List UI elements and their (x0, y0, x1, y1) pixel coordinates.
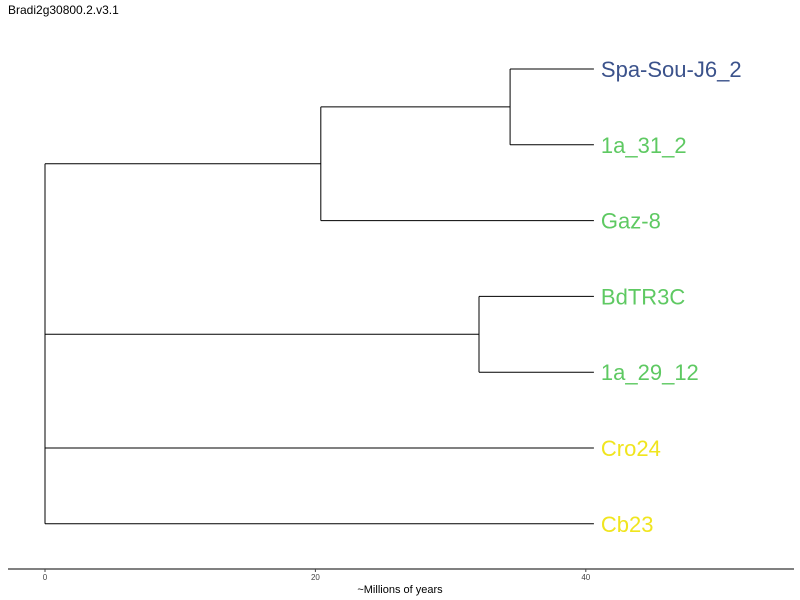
axis-tick-label: 40 (581, 573, 590, 582)
tip-label: BdTR3C (601, 284, 685, 309)
axis-label: ~Millions of years (357, 584, 443, 596)
tip-label: Cb23 (601, 512, 654, 537)
axis-ticks: 0 20 40 (43, 569, 591, 582)
tip-labels: Spa-Sou-J6_2 1a_31_2 Gaz-8 BdTR3C 1a_29_12 Cr… (601, 57, 742, 537)
tree-branches (44, 68, 594, 525)
tip-label: 1a_31_2 (601, 133, 687, 158)
tree-title: Bradi2g30800.2.v3.1 (8, 3, 119, 17)
tip-label: Spa-Sou-J6_2 (601, 57, 742, 82)
axis-tick-label: 20 (311, 573, 320, 582)
tip-label: Cro24 (601, 436, 661, 461)
axis-tick-label: 0 (43, 573, 48, 582)
tip-label: 1a_29_12 (601, 360, 699, 385)
time-axis: 0 20 40 ~Millions of years (8, 568, 794, 596)
tip-label: Gaz-8 (601, 209, 661, 234)
